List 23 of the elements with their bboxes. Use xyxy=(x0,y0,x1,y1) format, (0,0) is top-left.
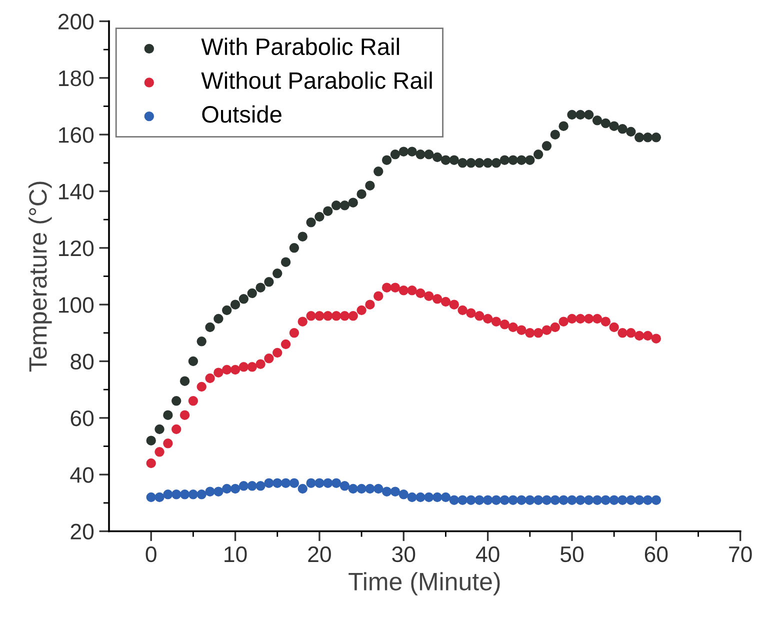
x-axis-title: Time (Minute) xyxy=(348,572,500,596)
x-tick-label: 0 xyxy=(146,546,156,562)
y-tick-label: 100 xyxy=(59,297,94,313)
y-tick-label: 80 xyxy=(70,354,94,370)
x-tick-label: 40 xyxy=(476,546,500,562)
x-tick-label: 60 xyxy=(644,546,668,562)
y-tick-label: 140 xyxy=(59,184,94,200)
legend-label: Outside xyxy=(202,105,282,123)
y-tick-label: 180 xyxy=(59,70,94,86)
legend-label: Without Parabolic Rail xyxy=(201,72,432,89)
legend-label: With Parabolic Rail xyxy=(201,38,399,56)
x-tick-label: 30 xyxy=(392,546,416,562)
y-tick-label: 200 xyxy=(58,14,94,30)
y-tick-label: 60 xyxy=(70,410,94,426)
y-tick-label: 160 xyxy=(59,127,94,143)
x-tick-label: 20 xyxy=(308,546,331,562)
y-tick-label: 120 xyxy=(59,240,94,256)
x-tick-label: 70 xyxy=(729,546,752,562)
x-tick-label: 10 xyxy=(224,546,247,562)
y-axis-title: Temperature (°C) xyxy=(28,182,52,372)
y-tick-label: 20 xyxy=(70,524,94,540)
y-tick-label: 40 xyxy=(70,467,94,483)
x-tick-label: 50 xyxy=(560,546,584,562)
